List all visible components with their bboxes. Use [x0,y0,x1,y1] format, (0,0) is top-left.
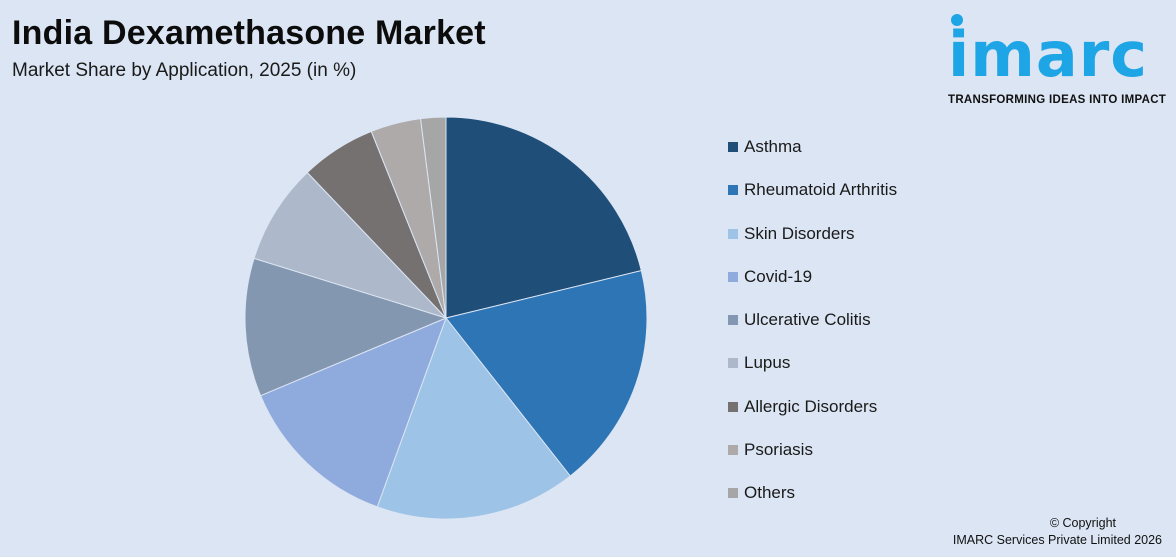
legend-swatch [728,358,738,369]
legend-item: Asthma [728,137,897,180]
legend-item: Allergic Disorders [728,397,897,440]
pie-slice-ulcerative-colitis [244,257,448,397]
copyright-company: IMARC Services Private Limited 2026 [952,533,1162,547]
legend-label: Ulcerative Colitis [744,310,871,330]
legend-item: Psoriasis [728,440,897,483]
imarc-logo: imarc TRANSFORMING IDEAS INTO IMPACT [944,10,1172,110]
legend-item: Rheumatoid Arthritis [728,180,897,223]
logo-dot [951,14,963,26]
legend-swatch [728,142,738,152]
legend-swatch [728,185,738,196]
legend-label: Skin Disorders [744,223,855,243]
chart-title: India Dexamethasone Market [12,14,486,52]
legend-label: Others [744,483,796,503]
legend-label: Rheumatoid Arthritis [744,180,898,200]
pie-slice-others [419,116,447,319]
pie-slice-rheumatoid-arthritis [445,270,648,477]
copyright-label: © Copyright [1049,516,1116,530]
legend-label: Lupus [744,353,791,373]
copyright-notice: © Copyright IMARC Services Private Limit… [953,515,1162,549]
legend-swatch [728,445,738,456]
legend-label: Asthma [744,137,802,156]
chart-legend: Asthma Rheumatoid Arthritis Skin Disorders… [728,137,897,527]
pie-slice-lupus [253,171,448,320]
legend-label: Allergic Disorders [744,396,878,416]
legend-swatch [728,228,738,239]
legend-item: Lupus [728,353,897,396]
legend-swatch [728,488,738,499]
legend-item: Ulcerative Colitis [728,310,897,353]
legend-swatch [728,271,738,282]
legend-label: Covid-19 [744,266,813,286]
chart-subtitle: Market Share by Application, 2025 (in %) [12,60,357,81]
legend-swatch [728,401,738,412]
legend-item: Skin Disorders [728,224,897,267]
legend-label: Psoriasis [744,440,813,460]
logo-wordmark: imarc [948,18,1149,91]
legend-item: Covid-19 [728,267,897,310]
legend-swatch [728,315,738,326]
logo-tagline: TRANSFORMING IDEAS INTO IMPACT [948,94,1167,106]
pie-slice-covid-19 [259,317,447,508]
legend-item: Others [728,483,897,526]
pie-slice-skin-disorders [376,316,571,520]
pie-slice-asthma [445,116,642,319]
